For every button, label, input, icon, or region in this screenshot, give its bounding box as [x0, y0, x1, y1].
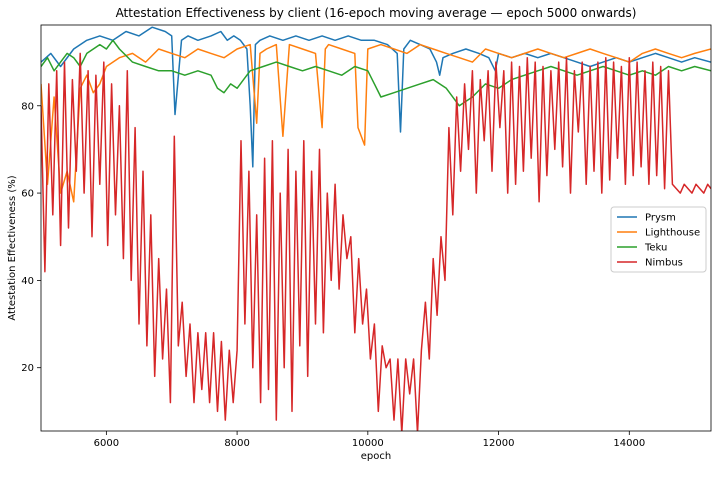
plot-area — [40, 24, 712, 432]
y-tick-label: 80 — [21, 101, 34, 112]
y-tick-label: 40 — [21, 276, 34, 287]
y-axis: 20 40 60 80 — [21, 101, 41, 374]
x-tick-label: 6000 — [94, 438, 119, 449]
legend-label-prysm: Prysm — [645, 213, 676, 224]
y-tick-label: 20 — [21, 363, 34, 374]
x-axis: 6000 8000 10000 12000 14000 — [94, 431, 645, 449]
series-line-teku — [41, 39, 711, 107]
x-tick-label: 12000 — [483, 438, 515, 449]
x-axis-label: epoch — [361, 451, 391, 462]
plot-frame — [40, 24, 712, 432]
legend-label-lighthouse: Lighthouse — [645, 228, 700, 239]
legend: Prysm Lighthouse Teku Nimbus — [610, 206, 707, 273]
chart-title: Attestation Effectiveness by client (16-… — [116, 6, 637, 20]
x-tick-label: 10000 — [352, 438, 384, 449]
series-line-nimbus — [41, 52, 711, 431]
y-axis-label: Attestation Effectiveness (%) — [7, 175, 18, 320]
x-tick-label: 8000 — [224, 438, 249, 449]
legend-label-teku: Teku — [644, 243, 667, 254]
legend-box — [610, 206, 707, 273]
y-tick-label: 60 — [21, 189, 34, 200]
series-line-lighthouse — [41, 43, 711, 203]
legend-label-nimbus: Nimbus — [645, 258, 683, 269]
x-tick-label: 14000 — [613, 438, 645, 449]
